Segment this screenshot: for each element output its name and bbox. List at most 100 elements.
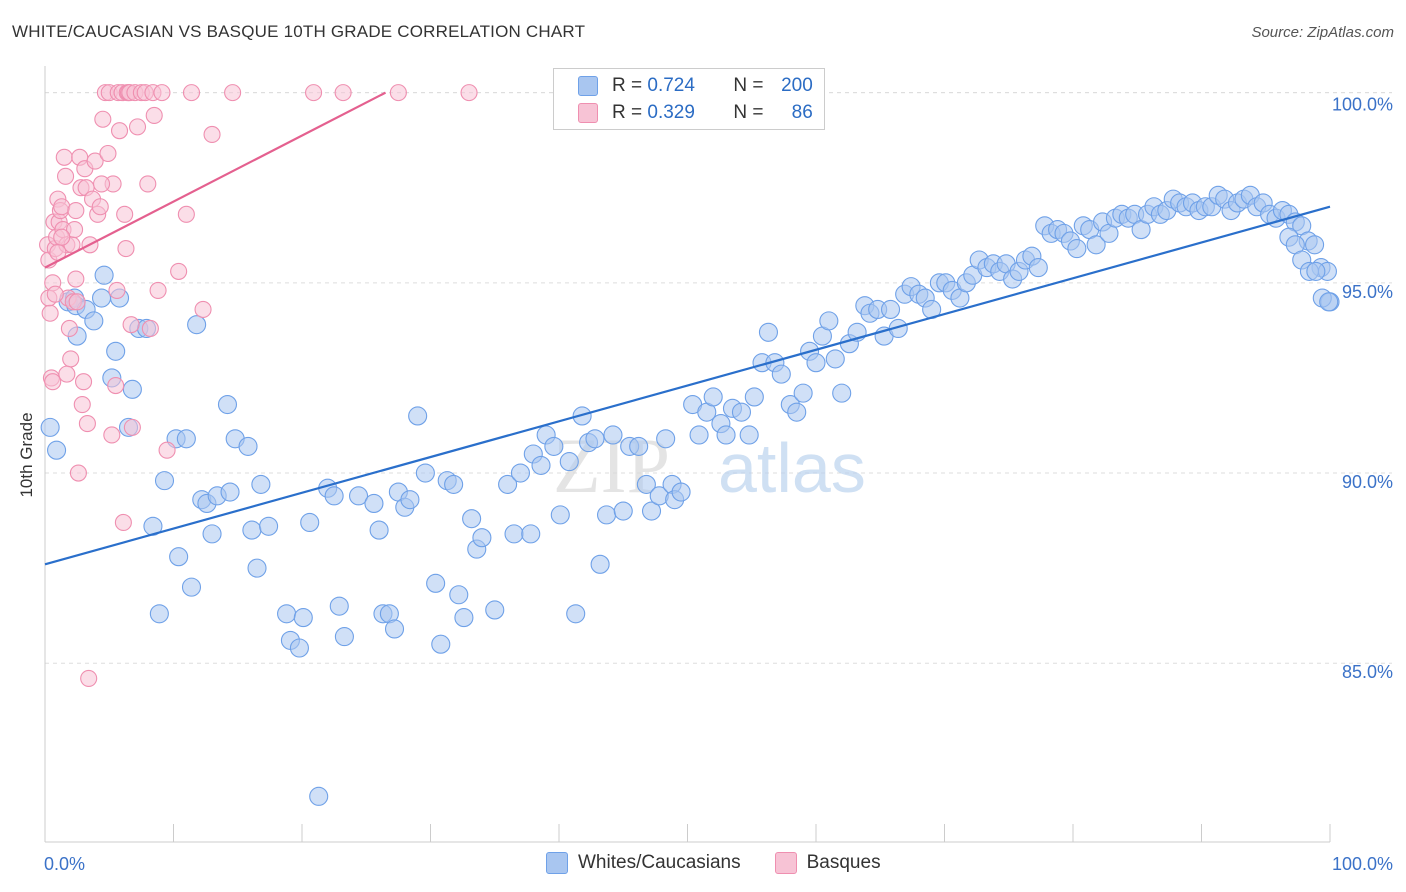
legend-swatch-basques: [578, 103, 598, 123]
whites-point-35: [251, 474, 271, 494]
basques-point-69: [170, 262, 188, 280]
whites-point-103: [739, 425, 759, 445]
whites-point-116: [825, 349, 845, 369]
basques-trend-line: [44, 91, 387, 269]
basques-point-79: [92, 175, 111, 193]
whites-point-104: [744, 387, 764, 407]
basques-point-73: [203, 125, 221, 144]
axis-labels: 100.0% 95.0% 90.0% 85.0% 0.0% 100.0% 10th Grad…: [17, 95, 1393, 874]
whites-point-84: [603, 425, 623, 445]
basques-point-38: [91, 198, 109, 216]
whites-point-124: [880, 299, 901, 320]
whites-point-197: [1306, 261, 1326, 281]
legend-swatch-whites: [578, 76, 598, 96]
basques-point-65: [145, 106, 163, 125]
legend-n-value-basques: 86: [791, 102, 813, 123]
whites-point-1: [47, 440, 67, 460]
basques-point-66: [149, 281, 167, 299]
whites-point-146: [1028, 258, 1048, 278]
whites-point-73: [531, 455, 551, 475]
series-legend-basques[interactable]: Basques: [774, 852, 881, 874]
whites-point-27: [202, 524, 222, 544]
whites-point-19: [154, 471, 175, 491]
whites-point-155: [1086, 235, 1106, 255]
basques-point-46: [108, 281, 126, 299]
whites-point-85: [613, 501, 633, 521]
basques-point-75: [305, 84, 323, 102]
basques-point-72: [194, 300, 212, 319]
whites-point-7: [84, 311, 104, 331]
whites-point-9: [94, 265, 114, 285]
series-legend: Whites/Caucasians Basques: [546, 852, 915, 874]
whites-point-63: [454, 608, 474, 628]
basques-point-41: [99, 144, 117, 163]
x-tick-label-start: 0.0%: [44, 854, 85, 874]
basques-point-70: [177, 205, 195, 223]
whites-point-78: [566, 604, 586, 624]
whites-point-75: [544, 436, 564, 456]
y-axis-label: 10th Grade: [17, 412, 36, 497]
basques-point-51: [116, 205, 134, 223]
whites-point-36: [259, 516, 279, 536]
whites-point-40: [293, 608, 313, 628]
basques-point-63: [141, 319, 159, 338]
x-tick-label-end: 100.0%: [1332, 854, 1393, 874]
basques-point-25: [69, 464, 87, 482]
whites-point-94: [671, 482, 691, 502]
whites-point-110: [787, 402, 807, 422]
series-swatch-basques: [774, 852, 797, 874]
basques-point-80: [67, 201, 85, 220]
basques-point-43: [103, 426, 121, 444]
whites-point-87: [629, 436, 649, 456]
series-legend-whites[interactable]: Whites/Caucasians: [546, 852, 741, 874]
whites-point-64: [462, 509, 482, 529]
basques-point-12: [53, 198, 71, 216]
whites-point-45: [329, 596, 349, 616]
whites-point-37: [277, 604, 297, 624]
basques-point-15: [57, 167, 75, 185]
whites-point-22: [176, 429, 196, 449]
legend-row-basques: R = 0.329 N = 86: [578, 101, 813, 125]
basques-point-28: [73, 395, 91, 414]
trend-lines: [44, 91, 1331, 566]
legend-r-label-basques: R =: [612, 102, 643, 123]
basques-point-32: [78, 415, 96, 433]
whites-point-113: [806, 353, 826, 373]
legend-r-label-whites: R =: [612, 75, 643, 96]
whites-point-68: [498, 474, 518, 494]
axes: [44, 66, 1331, 843]
whites-point-89: [641, 501, 662, 521]
basques-point-82: [58, 365, 76, 383]
legend-r-value-whites: 0.724: [647, 75, 695, 96]
whites-point-81: [585, 429, 605, 449]
whites-point-83: [596, 505, 617, 525]
whites-point-29: [217, 394, 238, 415]
series-swatch-whites: [546, 852, 568, 874]
whites-point-111: [793, 383, 813, 403]
whites-point-70: [510, 463, 531, 483]
legend-n-value-whites: 200: [781, 75, 813, 96]
basques-point-62: [139, 175, 157, 193]
basques-point-19: [62, 350, 80, 368]
whites-point-21: [169, 547, 189, 567]
whites-point-44: [324, 486, 344, 506]
whites-point-56: [408, 406, 428, 426]
whites-point-41: [300, 512, 320, 533]
whites-point-115: [819, 311, 839, 331]
y-tick-label-2: 90.0%: [1342, 472, 1393, 492]
whites-point-108: [771, 364, 791, 384]
whites-point-8: [91, 288, 112, 308]
source-label: Source: ZipAtlas.com: [1251, 24, 1394, 41]
basques-point-71: [182, 84, 201, 102]
whites-point-58: [426, 573, 446, 593]
whites-point-57: [415, 463, 435, 483]
basques-point-77: [389, 84, 407, 102]
whites-point-55: [400, 490, 420, 510]
basques-point-59: [128, 118, 147, 136]
basques-point-83: [44, 373, 62, 391]
whites-point-30: [220, 482, 240, 502]
basques-point-22: [66, 221, 84, 239]
basques-point-85: [53, 228, 71, 246]
whites-point-24: [187, 315, 207, 335]
series-label-basques: Basques: [806, 852, 881, 873]
